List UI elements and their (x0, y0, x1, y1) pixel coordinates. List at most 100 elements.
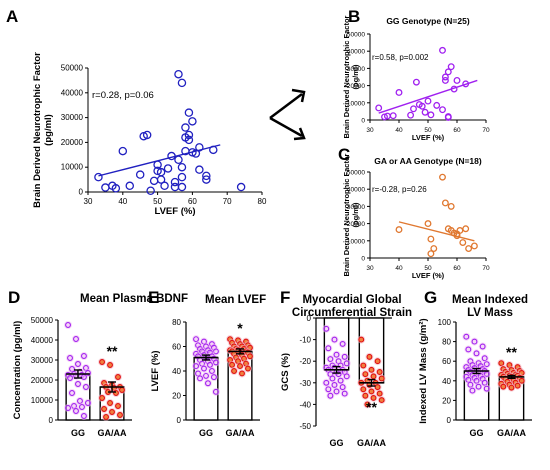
y-tick-label: 50000 (347, 170, 365, 177)
data-point (366, 353, 373, 360)
data-point (205, 380, 211, 387)
data-point (430, 245, 438, 252)
data-point (439, 106, 446, 114)
bar-chart-lv-mass: Mean Indexed LV Mass 0 20 40 60 80 100 Indexed L… (418, 294, 532, 438)
x-axis-label: LVEF (%) (155, 206, 196, 217)
x-tick-label: 50 (424, 265, 432, 272)
y-tick-label: 0 (447, 416, 452, 425)
data-point (479, 343, 486, 350)
y-tick-label: 10000 (347, 100, 365, 107)
data-point (210, 374, 217, 381)
data-point (231, 368, 238, 374)
data-point (473, 377, 480, 384)
significance-marker: ** (366, 399, 377, 415)
data-point (75, 361, 81, 367)
data-point (441, 76, 449, 84)
data-point (441, 199, 449, 207)
y-tick-label: 20 (172, 392, 181, 401)
data-point (368, 366, 375, 373)
data-point (427, 250, 435, 258)
data-point (483, 385, 490, 392)
panel-letter-d: D (8, 288, 20, 307)
data-point (170, 177, 180, 187)
data-point (212, 359, 219, 366)
data-point (498, 360, 505, 367)
x-tick-label: 60 (453, 127, 461, 134)
data-point (170, 182, 180, 192)
regression-line (378, 79, 478, 114)
data-point (439, 46, 446, 54)
data-point (453, 76, 461, 84)
data-point (360, 362, 367, 369)
data-point (473, 350, 480, 357)
data-point (325, 386, 332, 393)
connector-arrows (269, 88, 306, 141)
bar-chart-lvef: Mean LVEF 0 20 40 60 80 LVEF (%) GG GA/AA * (150, 294, 266, 438)
data-point (444, 113, 452, 121)
regression-line (398, 221, 475, 242)
y-tick-label: 0 (361, 256, 365, 263)
data-point (465, 245, 473, 252)
y-tick-label: 20000 (347, 83, 365, 90)
x-tick-label: 60 (453, 265, 461, 272)
y-axis-label: Brain Derived Neurotrophic Factor(pg/ml) (32, 52, 54, 208)
data-point (153, 160, 162, 169)
y-tick-label: -50 (299, 422, 311, 431)
y-tick-label: -30 (299, 379, 311, 388)
y-tick-label: 60 (442, 357, 451, 366)
data-point (142, 130, 152, 140)
x-category-label: GA/AA (98, 428, 128, 438)
x-tick-label: 70 (223, 197, 232, 206)
panel-letter-f: F (280, 288, 290, 307)
data-point (207, 361, 213, 368)
data-point (188, 117, 197, 126)
data-point (229, 361, 236, 368)
data-point (99, 395, 106, 401)
data-point (80, 353, 87, 359)
data-point (197, 375, 203, 382)
data-point (447, 63, 455, 71)
y-tick-label: 0 (49, 416, 54, 425)
correlation-annotation: r=-0.28, p=0.26 (372, 185, 427, 194)
y-tick-label: 0 (307, 314, 312, 323)
data-point (439, 173, 446, 181)
y-tick-label: 0 (177, 416, 182, 425)
data-point (208, 368, 215, 374)
chart-title: Myocardial Global Circumferential Strain (292, 294, 412, 319)
data-point (427, 235, 435, 243)
data-point (80, 413, 87, 419)
y-tick-label: 30000 (61, 113, 84, 122)
y-tick-label: 0 (361, 118, 365, 125)
data-point (239, 370, 245, 377)
data-point (245, 365, 251, 372)
data-point (163, 164, 173, 173)
y-axis-label: Concentration (pg/ml) (12, 321, 23, 420)
data-point (101, 183, 110, 192)
data-point (333, 351, 340, 358)
data-point (447, 202, 455, 210)
scatter-chart-gg: 0 10000 20000 30000 40000 50000 30 40 50 60 70 LVEF… (342, 15, 490, 142)
panel-letter-b: B (348, 7, 360, 26)
y-tick-label: 50000 (61, 64, 84, 73)
data-point (469, 387, 476, 394)
data-point (378, 375, 385, 382)
arrow-to-c (269, 116, 303, 138)
data-point (368, 388, 375, 395)
data-point (412, 78, 420, 86)
data-point (193, 336, 199, 343)
data-point (101, 406, 108, 412)
x-category-label: GA/AA (357, 438, 387, 448)
data-point (362, 371, 369, 378)
data-point (376, 369, 383, 375)
data-point (84, 400, 91, 406)
y-tick-label: 80 (442, 338, 451, 347)
data-point (135, 170, 145, 179)
x-axis-label: LVEF (%) (412, 271, 445, 280)
data-point (65, 322, 71, 328)
data-point (156, 175, 166, 184)
data-point (184, 108, 194, 117)
data-point (69, 390, 75, 396)
data-point (115, 403, 121, 409)
panel-letter-a: A (6, 7, 18, 26)
data-point (65, 405, 71, 411)
